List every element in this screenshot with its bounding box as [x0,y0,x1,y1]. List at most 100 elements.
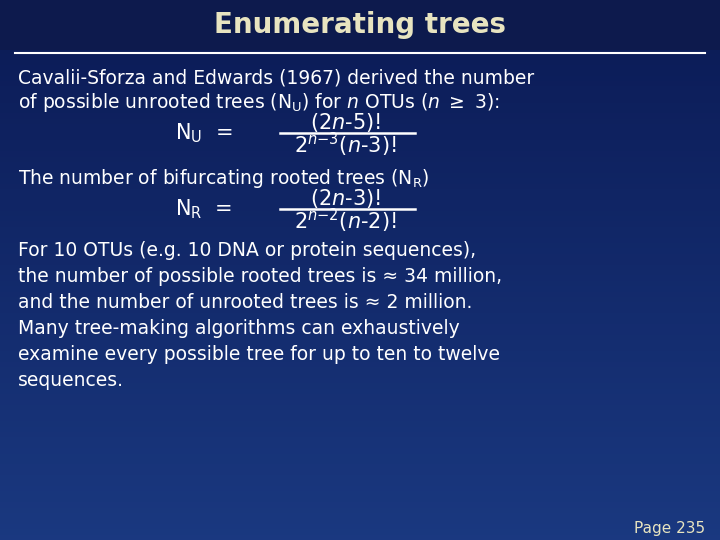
Bar [0,38,720,43]
Bar [0,502,720,508]
Bar [0,27,720,32]
Text: (2$n$-5)!: (2$n$-5)! [310,111,380,133]
Bar [0,205,720,211]
Bar [0,86,720,92]
Text: N$_\mathrm{R}$  =: N$_\mathrm{R}$ = [175,197,233,221]
Bar [0,0,720,5]
Bar [0,130,720,135]
Bar [0,416,720,421]
Bar [0,227,720,232]
Bar [0,151,720,157]
Text: and the number of unrooted trees is ≈ 2 million.: and the number of unrooted trees is ≈ 2 … [18,293,472,312]
Bar [0,302,720,308]
Bar [0,22,720,27]
Bar [0,49,720,54]
Text: examine every possible tree for up to ten to twelve: examine every possible tree for up to te… [18,345,500,363]
Bar [0,324,720,329]
Bar [0,243,720,248]
Bar [0,459,720,464]
Bar [0,173,720,178]
Bar [0,432,720,437]
Bar [0,108,720,113]
Bar [0,32,720,38]
Text: The number of bifurcating rooted trees (N$_\mathrm{R}$): The number of bifurcating rooted trees (… [18,166,430,190]
Bar [0,157,720,162]
Bar [0,427,720,432]
Bar [0,389,720,394]
Text: sequences.: sequences. [18,370,124,389]
Bar [0,448,720,454]
Bar [0,383,720,389]
Bar [0,373,720,378]
Bar [0,535,720,540]
Bar [0,421,720,427]
Bar [0,329,720,335]
Bar [0,464,720,470]
Bar [0,70,720,76]
Text: For 10 OTUs (e.g. 10 DNA or protein sequences),: For 10 OTUs (e.g. 10 DNA or protein sequ… [18,240,476,260]
Text: the number of possible rooted trees is ≈ 34 million,: the number of possible rooted trees is ≈… [18,267,502,286]
Bar [0,92,720,97]
Text: N$_\mathrm{U}$  =: N$_\mathrm{U}$ = [175,121,233,145]
Bar [0,270,720,275]
Bar [0,54,720,59]
Bar [0,97,720,103]
Bar [0,367,720,373]
Bar [0,378,720,383]
Bar [0,146,720,151]
Bar [0,16,720,22]
Bar [0,221,720,227]
Bar [0,394,720,400]
Bar [0,400,720,405]
Bar [0,11,720,16]
Bar [0,524,720,529]
Bar [0,113,720,119]
Bar [0,351,720,356]
Bar [0,286,720,292]
Bar [0,254,720,259]
Bar [0,275,720,281]
Text: Page 235: Page 235 [634,521,705,536]
Text: 2$^{n\mathregular{-3}}$($n$-3)!: 2$^{n\mathregular{-3}}$($n$-3)! [294,131,396,159]
Bar [0,443,720,448]
Bar [0,81,720,86]
Bar [0,518,720,524]
Bar [0,200,720,205]
Bar [0,162,720,167]
Bar [0,340,720,346]
Text: (2$n$-3)!: (2$n$-3)! [310,186,380,210]
Bar [0,167,720,173]
Bar [0,292,720,297]
Bar [0,405,720,410]
Bar [0,410,720,416]
Bar [0,529,720,535]
Bar [0,0,720,50]
Bar [0,281,720,286]
Bar [0,65,720,70]
Bar [0,124,720,130]
Text: of possible unrooted trees (N$_\mathrm{U}$) for $n$ OTUs ($n$ $\geq$ 3):: of possible unrooted trees (N$_\mathrm{U… [18,91,500,113]
Text: Many tree-making algorithms can exhaustively: Many tree-making algorithms can exhausti… [18,319,460,338]
Bar [0,119,720,124]
Bar [0,135,720,140]
Bar [0,5,720,11]
Bar [0,470,720,475]
Bar [0,513,720,518]
Bar [0,454,720,459]
Bar [0,308,720,313]
Bar [0,140,720,146]
Bar [0,184,720,189]
Bar [0,491,720,497]
Bar [0,508,720,513]
Bar [0,76,720,81]
Bar [0,319,720,324]
Bar [0,486,720,491]
Bar [0,211,720,216]
Text: Enumerating trees: Enumerating trees [214,11,506,39]
Bar [0,356,720,362]
Bar [0,189,720,194]
Bar [0,437,720,443]
Bar [0,43,720,49]
Bar [0,259,720,265]
Bar [0,362,720,367]
